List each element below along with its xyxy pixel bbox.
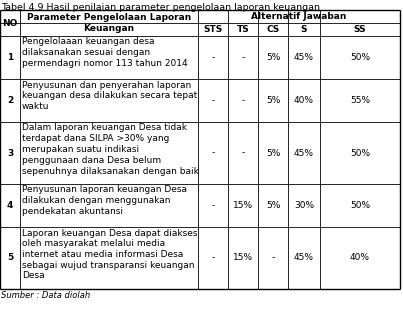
- Text: -: -: [241, 148, 245, 158]
- Text: 55%: 55%: [350, 96, 370, 105]
- Text: 30%: 30%: [294, 201, 314, 210]
- Text: NO: NO: [2, 19, 18, 27]
- Text: Sumber : Data diolah: Sumber : Data diolah: [1, 291, 90, 300]
- Text: -: -: [241, 96, 245, 105]
- Text: 5%: 5%: [266, 96, 280, 105]
- Text: S: S: [301, 25, 307, 34]
- Text: 50%: 50%: [350, 148, 370, 158]
- Text: 50%: 50%: [350, 201, 370, 210]
- Text: Tabel 4.9 Hasil penilaian parameter pengelolaan laporan keuangan: Tabel 4.9 Hasil penilaian parameter peng…: [1, 3, 320, 12]
- Text: CS: CS: [266, 25, 280, 34]
- Text: -: -: [212, 53, 215, 62]
- Text: Dalam laporan keuangan Desa tidak
terdapat dana SILPA >30% yang
merupakan suatu : Dalam laporan keuangan Desa tidak terdap…: [22, 123, 199, 175]
- Text: 4: 4: [7, 201, 13, 210]
- Text: Alternatif Jawaban: Alternatif Jawaban: [251, 12, 347, 21]
- Text: SS: SS: [354, 25, 366, 34]
- Text: Pengelolaaan keuangan desa
dilaksanakan sesuai dengan
permendagri nomor 113 tahu: Pengelolaaan keuangan desa dilaksanakan …: [22, 37, 188, 68]
- Text: 2: 2: [7, 96, 13, 105]
- Text: Penyusunan laporan keuangan Desa
dilakukan dengan menggunakan
pendekatan akuntan: Penyusunan laporan keuangan Desa dilakuk…: [22, 186, 187, 216]
- Text: Laporan keuangan Desa dapat diakses
oleh masyarakat melalui media
internet atau : Laporan keuangan Desa dapat diakses oleh…: [22, 228, 197, 280]
- Text: -: -: [271, 254, 274, 262]
- Text: 40%: 40%: [294, 96, 314, 105]
- Text: Penyusunan dan penyerahan laporan
keuangan desa dilakukan secara tepat
waktu: Penyusunan dan penyerahan laporan keuang…: [22, 81, 197, 111]
- Text: TS: TS: [237, 25, 249, 34]
- Text: -: -: [241, 53, 245, 62]
- Text: 5%: 5%: [266, 53, 280, 62]
- Text: 45%: 45%: [294, 148, 314, 158]
- Text: -: -: [212, 254, 215, 262]
- Text: 3: 3: [7, 148, 13, 158]
- Text: -: -: [212, 148, 215, 158]
- Text: 5%: 5%: [266, 148, 280, 158]
- Text: 15%: 15%: [233, 254, 253, 262]
- Text: 50%: 50%: [350, 53, 370, 62]
- Text: 1: 1: [7, 53, 13, 62]
- Text: 5: 5: [7, 254, 13, 262]
- Text: 45%: 45%: [294, 53, 314, 62]
- Text: 15%: 15%: [233, 201, 253, 210]
- Text: STS: STS: [204, 25, 222, 34]
- Text: 5%: 5%: [266, 201, 280, 210]
- Text: 40%: 40%: [350, 254, 370, 262]
- Text: 45%: 45%: [294, 254, 314, 262]
- Text: Parameter Pengelolaan Laporan
Keuangan: Parameter Pengelolaan Laporan Keuangan: [27, 13, 191, 33]
- Text: -: -: [212, 201, 215, 210]
- Text: -: -: [212, 96, 215, 105]
